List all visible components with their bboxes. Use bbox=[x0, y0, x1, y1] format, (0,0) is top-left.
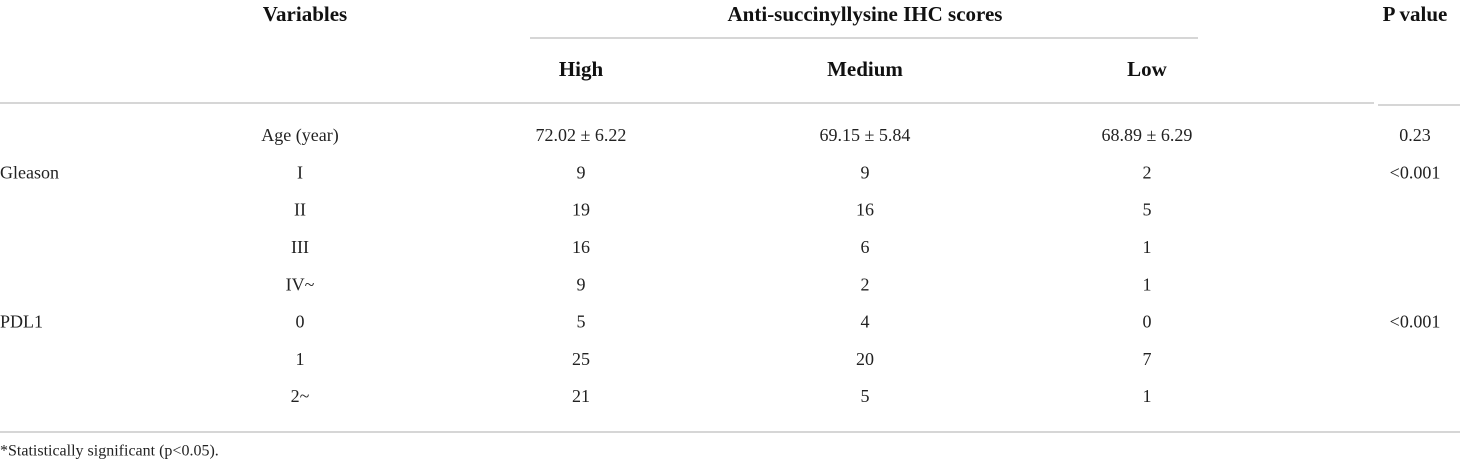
cell: 6 bbox=[861, 237, 870, 257]
p-value: 0.23 bbox=[1399, 125, 1431, 145]
cell: 0 bbox=[1143, 312, 1152, 332]
cell: 2 bbox=[861, 274, 870, 294]
header-group: Anti-succinyllysine IHC scores bbox=[728, 2, 1003, 26]
cell: 19 bbox=[572, 200, 590, 220]
cell: 1 bbox=[1143, 237, 1152, 257]
cell: 5 bbox=[577, 312, 586, 332]
header-p-value: P value bbox=[1383, 2, 1448, 26]
row-label: 1 bbox=[296, 349, 305, 369]
cell: 5 bbox=[861, 386, 870, 406]
row-label: 2~ bbox=[291, 386, 310, 406]
cell: 5 bbox=[1143, 200, 1152, 220]
cell: 1 bbox=[1143, 386, 1152, 406]
column-header: Medium bbox=[827, 57, 903, 81]
row-group: PDL1 bbox=[0, 312, 43, 332]
row-label: 0 bbox=[296, 312, 305, 332]
row-label: IV~ bbox=[286, 274, 315, 294]
row-label: III bbox=[291, 237, 309, 257]
p-value: <0.001 bbox=[1390, 312, 1441, 332]
row-label: II bbox=[294, 200, 306, 220]
cell: 68.89 ± 6.29 bbox=[1102, 125, 1193, 145]
row-label: Age (year) bbox=[261, 125, 338, 146]
cell: 9 bbox=[861, 162, 870, 182]
p-value: <0.001 bbox=[1390, 162, 1441, 182]
footnote: *Statistically significant (p<0.05). bbox=[0, 443, 219, 460]
cell: 16 bbox=[572, 237, 590, 257]
cell: 69.15 ± 5.84 bbox=[820, 125, 911, 145]
cell: 2 bbox=[1143, 162, 1152, 182]
cell: 9 bbox=[577, 162, 586, 182]
row-group: Gleason bbox=[0, 162, 59, 182]
cell: 4 bbox=[861, 312, 870, 332]
cell: 21 bbox=[572, 386, 590, 406]
cell: 25 bbox=[572, 349, 590, 369]
cell: 7 bbox=[1143, 349, 1152, 369]
cell: 1 bbox=[1143, 274, 1152, 294]
column-header: Low bbox=[1127, 57, 1168, 81]
cell: 20 bbox=[856, 349, 874, 369]
cell: 16 bbox=[856, 200, 874, 220]
cell: 9 bbox=[577, 274, 586, 294]
header-variables: Variables bbox=[263, 2, 347, 26]
column-header: High bbox=[559, 57, 604, 81]
row-label: I bbox=[297, 162, 303, 182]
cell: 72.02 ± 6.22 bbox=[536, 125, 627, 145]
